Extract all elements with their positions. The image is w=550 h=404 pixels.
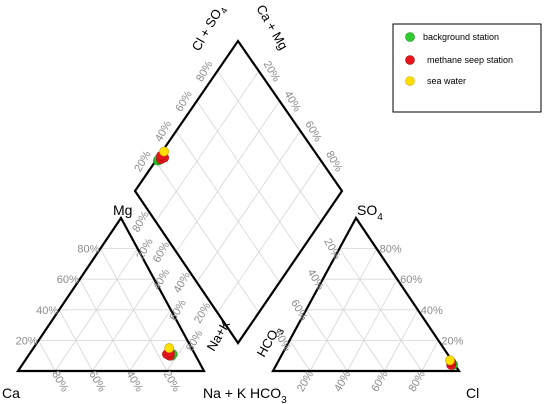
diamond-grid-line <box>155 70 260 222</box>
anion-so4-tick: 80% <box>380 244 402 256</box>
axis-label-na-k: Na + K <box>203 385 247 401</box>
diamond-camg-tick: 60% <box>302 119 324 144</box>
cation-ca-tick: 40% <box>123 369 145 394</box>
hco3-rot-subscript: 3 <box>275 327 286 336</box>
anion-so4-tick: 40% <box>421 305 443 317</box>
cl-so4-base: Cl + SO <box>189 6 225 53</box>
legend-label-methane-seep-station: methane seep station <box>427 55 513 65</box>
diamond-camg-tick: 20% <box>261 59 283 84</box>
anion-grid-line <box>347 279 398 372</box>
cation-nak-tick: 60% <box>167 298 189 323</box>
diamond-grid-line <box>196 100 301 253</box>
cation-mg-tick: 40% <box>36 305 58 317</box>
diamond <box>133 39 344 345</box>
legend: background station methane seep station … <box>392 23 542 113</box>
diamond-grid-line <box>175 130 280 283</box>
so4-base: SO <box>357 202 377 218</box>
axis-label-na-k-rotated: Na+K <box>204 317 234 353</box>
anion-hco3-tick: 20% <box>295 369 317 394</box>
diamond-point-sea-water <box>159 146 169 157</box>
cl-so4-subscript: 4 <box>218 6 229 15</box>
cation-ca-tick: 80% <box>49 369 71 394</box>
anion-grid-line <box>322 278 385 372</box>
anion-point-sea-water <box>444 355 455 366</box>
diamond-grid-line <box>175 100 280 253</box>
diamond-camg-tick: 80% <box>323 149 345 174</box>
hco3-base: HCO <box>250 385 281 401</box>
anion-grid-line <box>309 248 377 372</box>
anion-hco3-tick: 60% <box>369 369 391 394</box>
axis-label-cl-so4: Cl + SO4 <box>189 2 230 55</box>
diamond-grid-line <box>196 130 301 283</box>
legend-label-background-station: background station <box>423 32 499 42</box>
legend-marker-sea-water <box>405 76 415 86</box>
anion-triangle <box>271 215 462 373</box>
legend-marker-background-station <box>405 32 415 42</box>
axis-label-cl: Cl <box>466 385 479 401</box>
hco3-subscript: 3 <box>281 395 287 404</box>
grid-layer <box>38 70 439 372</box>
so4-subscript: 4 <box>377 212 383 223</box>
cation-grid-line <box>54 248 138 372</box>
cation-nak-tick: 80% <box>184 328 206 353</box>
diamond-grid-line <box>217 70 322 222</box>
anion-hco3-tick: 40% <box>332 369 354 394</box>
anion-cl-tick: 40% <box>305 267 327 292</box>
anion-grid-line <box>421 340 439 372</box>
cation-grid-line <box>38 340 56 372</box>
anion-grid-line <box>289 340 311 372</box>
legend-marker-methane-seep-station <box>405 55 415 65</box>
cation-mg-tick: 60% <box>57 274 79 286</box>
cation-nak-tick: 40% <box>151 267 173 292</box>
cation-grid-line <box>92 278 155 372</box>
cation-mg-tick: 20% <box>16 335 38 347</box>
anion-so4-tick: 60% <box>400 274 422 286</box>
anion-cl-tick: 20% <box>321 237 343 262</box>
anion-cl-tick: 60% <box>288 298 310 323</box>
legend-label-sea-water: sea water <box>427 76 466 86</box>
legend-box <box>392 23 542 113</box>
cation-ca-tick: 60% <box>86 369 108 394</box>
axis-label-hco3: HCO3 <box>250 385 287 404</box>
anion-hco3-tick: 80% <box>406 369 428 394</box>
axis-label-ca: Ca <box>2 385 20 401</box>
diamond-grid-line <box>217 160 322 313</box>
frame-layer <box>15 39 462 373</box>
cation-triangle <box>15 215 206 373</box>
cation-mg-tick: 80% <box>77 244 99 256</box>
axis-label-so4: SO4 <box>357 202 383 223</box>
anion-grid-line <box>339 248 423 372</box>
cation-ca-tick: 20% <box>161 369 183 394</box>
diamond-grid-line <box>155 160 260 313</box>
axis-label-ca-mg: Ca + Mg <box>253 2 291 52</box>
cation-grid-line <box>100 248 168 372</box>
cation-grid-line <box>79 279 130 372</box>
anion-so4-tick: 20% <box>441 335 463 347</box>
cation-point-sea-water <box>164 343 175 353</box>
points-layer <box>152 146 458 370</box>
diamond-camg-tick: 40% <box>281 89 303 114</box>
axis-label-mg: Mg <box>113 202 132 218</box>
